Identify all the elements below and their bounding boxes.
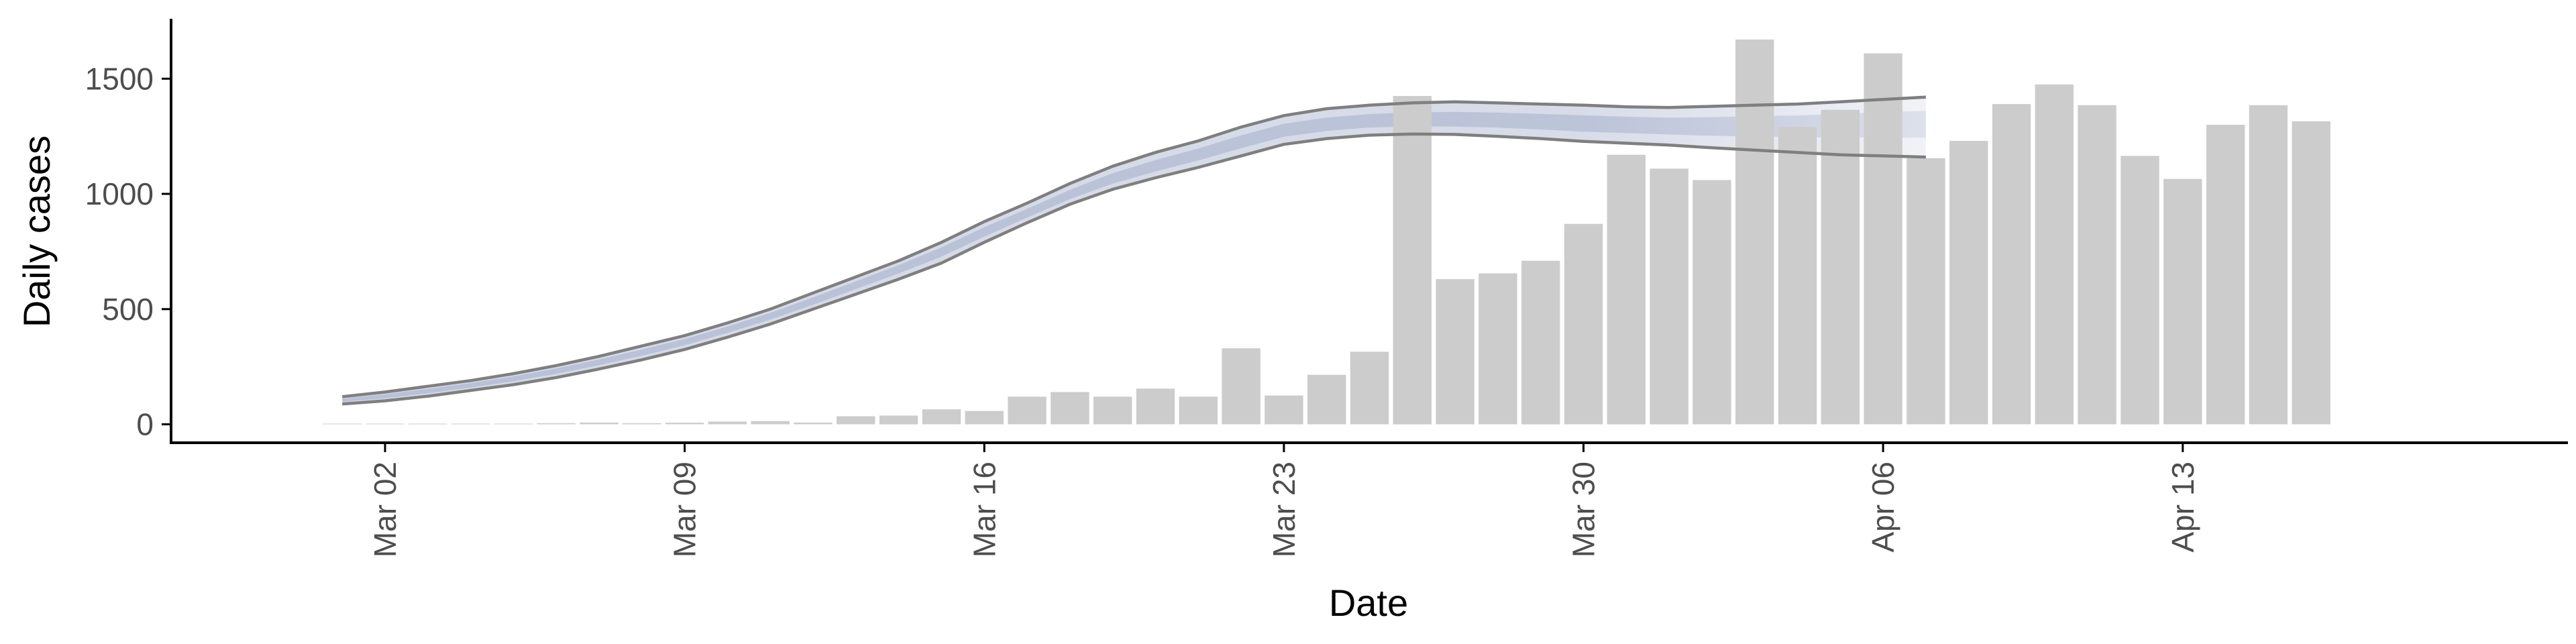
- bar: [409, 423, 447, 425]
- bar: [1650, 168, 1688, 425]
- bar: [1735, 39, 1774, 425]
- bar: [1992, 104, 2031, 425]
- bar: [1350, 352, 1389, 425]
- bar: [837, 416, 875, 425]
- bar: [1008, 396, 1046, 425]
- bar: [1521, 260, 1560, 425]
- bar: [494, 423, 533, 425]
- bar: [2078, 105, 2116, 425]
- estimate-line-layer: [341, 95, 1927, 406]
- bar: [1821, 109, 1860, 425]
- bar: [1907, 158, 1945, 425]
- bar: [1265, 395, 1303, 425]
- bar: [794, 422, 833, 425]
- y-tick-label: 1500: [85, 61, 154, 96]
- y-axis-title: Daily cases: [15, 136, 58, 327]
- bar: [665, 423, 704, 425]
- x-tick-label: Mar 23: [1267, 462, 1301, 557]
- bar: [2121, 156, 2159, 425]
- bar-layer: [323, 39, 2330, 425]
- bar: [2163, 178, 2202, 425]
- x-tick-label: Mar 09: [667, 462, 702, 557]
- bar: [1479, 273, 1517, 425]
- estimate-band-inner: [342, 111, 1926, 402]
- bar: [751, 421, 790, 425]
- bar: [580, 422, 619, 425]
- bar: [1179, 396, 1218, 425]
- x-tick-label: Apr 13: [2165, 462, 2200, 553]
- bar: [2249, 105, 2288, 425]
- bar: [1778, 127, 1817, 425]
- estimate-lower-line: [342, 132, 1926, 406]
- x-ticks: Mar 02 Mar 09 Mar 16 Mar 23 Mar 30 Apr 06 Apr …: [368, 443, 2200, 557]
- bar: [537, 423, 576, 425]
- bar: [1093, 396, 1132, 425]
- y-ticks: 0 500 1000 1500: [85, 61, 171, 442]
- bar: [1136, 388, 1175, 425]
- x-tick-label: Mar 16: [967, 462, 1002, 557]
- bar: [1607, 154, 1646, 425]
- bar: [1949, 141, 1988, 425]
- bar: [366, 423, 405, 425]
- bar: [2206, 125, 2245, 425]
- bar: [2035, 84, 2074, 425]
- x-tick-label: Mar 02: [368, 462, 402, 557]
- bar: [922, 409, 961, 425]
- x-axis-title: Date: [1329, 582, 1408, 624]
- bar: [1307, 374, 1346, 425]
- estimate-upper-line: [341, 95, 1927, 398]
- bar: [623, 423, 661, 425]
- bar: [708, 421, 747, 425]
- bar: [1564, 223, 1603, 425]
- x-tick-label: Mar 30: [1566, 462, 1601, 557]
- estimate-band-layer: [342, 97, 1926, 405]
- bar: [1051, 392, 1089, 425]
- bar: [1393, 96, 1432, 425]
- bar: [1222, 348, 1260, 425]
- bar: [965, 411, 1004, 425]
- bar: [2292, 121, 2330, 425]
- bar: [1864, 53, 1902, 425]
- bar: [1436, 279, 1474, 425]
- bar: [451, 423, 490, 425]
- x-tick-label: Apr 06: [1866, 462, 1900, 553]
- axes: [170, 19, 2568, 444]
- bar: [323, 423, 362, 425]
- y-tick-label: 500: [102, 292, 154, 327]
- y-tick-label: 0: [136, 407, 154, 442]
- y-tick-label: 1000: [85, 176, 154, 211]
- bar: [1693, 180, 1731, 425]
- bar: [879, 415, 918, 425]
